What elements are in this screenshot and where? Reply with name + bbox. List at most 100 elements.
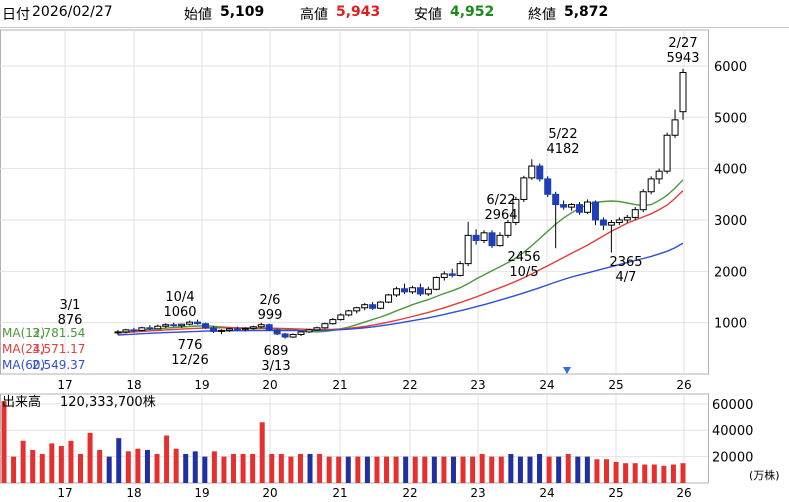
price-tick-label: 4000 [714, 163, 747, 178]
candle-up [440, 273, 448, 278]
volume-bar-up [623, 463, 629, 483]
volume-bar-up [336, 456, 342, 483]
volume-bar-up [384, 456, 390, 483]
volume-bar-up [20, 440, 26, 483]
volume-bar-down [106, 456, 112, 483]
candle-up [520, 177, 528, 200]
candle-up [178, 323, 186, 327]
candle-up [623, 216, 631, 221]
candle-up [568, 204, 576, 208]
candle-down [400, 288, 408, 293]
candle-up [313, 327, 321, 331]
volume-bar-up [632, 463, 638, 483]
volume-tick-label: 20000 [712, 451, 753, 466]
price-tick-label: 2000 [714, 265, 747, 280]
annotation-date: 6/22 [486, 193, 515, 208]
volume-bar-up [546, 456, 552, 483]
candle-up [424, 288, 432, 295]
candle-up [639, 191, 647, 211]
volume-bar-up [317, 453, 323, 483]
annotation-value: 4182 [546, 142, 579, 157]
candle-down [281, 333, 289, 338]
price-frame [0, 29, 709, 375]
volume-x-tick-label: 23 [470, 486, 485, 500]
ma60-line [117, 242, 684, 336]
candle-down [488, 232, 496, 247]
annotation-date: 3/13 [261, 359, 290, 374]
annotation-value: 999 [258, 308, 283, 323]
candle-up [249, 326, 257, 329]
candle-down [273, 329, 281, 335]
volume-bar-down [307, 453, 313, 483]
candle-up [456, 263, 464, 276]
volume-x-tick-label: 24 [539, 486, 554, 500]
candle-up [679, 72, 687, 113]
candle-up [289, 333, 297, 338]
volume-bar-down [364, 456, 370, 483]
price-x-tick-label: 19 [194, 378, 209, 392]
legend-name: MA(24) [2, 342, 45, 356]
candle-down [209, 327, 217, 332]
legend-name: MA(60) [2, 358, 45, 372]
candle-up [329, 319, 337, 325]
candle-up [305, 329, 313, 333]
candle-up [584, 201, 592, 213]
date-marker-icon [563, 367, 571, 374]
volume-bar-down [556, 456, 562, 483]
candle-up [186, 321, 194, 325]
price-annotations: 3/187610/4106077612/262/69996893/136/222… [58, 36, 700, 374]
candle-down [591, 201, 599, 221]
annotation-date: 12/26 [171, 353, 208, 368]
price-tick-label: 1000 [714, 317, 747, 332]
volume-bar-up [603, 459, 609, 483]
volume-bar-up [39, 453, 45, 483]
volume-tick-label: 40000 [712, 424, 753, 439]
date-value: 2026/02/27 [32, 4, 113, 20]
annotation-date: 2/6 [260, 293, 281, 308]
ma-legend: MA(12)3,781.54 MA(24)3,571.17 MA(60)2,549.… [2, 326, 85, 372]
price-x-tick-label: 18 [126, 378, 141, 392]
volume-bar-up [680, 463, 686, 483]
volume-bar-down [508, 453, 514, 483]
volume-bar-up [489, 456, 495, 483]
open-label: 始値 [184, 7, 212, 23]
volume-bar-up [125, 451, 131, 483]
high-label: 高値 [300, 7, 328, 23]
volume-bar-down [584, 456, 590, 483]
volume-bar-up [355, 456, 361, 483]
volume-bar-up [613, 461, 619, 483]
candlesticks [114, 68, 687, 339]
candle-down [472, 234, 480, 242]
volume-unit: (万株) [749, 468, 780, 482]
candle-down [233, 328, 241, 331]
price-tick-label: 5000 [714, 111, 747, 126]
open-value: 5,109 [220, 4, 265, 20]
price-x-tick-label: 21 [332, 378, 347, 392]
volume-bar-down [403, 456, 409, 483]
volume-bar-up [97, 450, 103, 483]
volume-x-tick-label: 21 [332, 486, 347, 500]
candle-up [122, 329, 130, 333]
volume-bar-up [250, 453, 256, 483]
candle-up [353, 307, 361, 312]
volume-bar-up [661, 465, 667, 483]
candle-down [369, 304, 377, 309]
price-x-axis: 17 18 19 20 21 22 23 24 25 26 [57, 367, 692, 392]
volume-bar-up [231, 453, 237, 483]
volume-bar-up [269, 453, 275, 483]
volume-bar-up [221, 456, 227, 483]
candle-down [130, 329, 138, 332]
candle-down [202, 323, 210, 329]
volume-x-tick-label: 17 [57, 486, 72, 500]
price-x-tick-label: 26 [676, 378, 691, 392]
candle-up [217, 329, 225, 332]
volume-x-tick-label: 25 [608, 486, 623, 500]
candle-up [321, 323, 329, 329]
annotation-value: 689 [264, 344, 289, 359]
volume-bar-down [431, 456, 437, 483]
volume-x-tick-label: 19 [194, 486, 209, 500]
volume-bar-down [116, 438, 122, 483]
volume-x-tick-label: 20 [262, 486, 277, 500]
candle-up [504, 222, 512, 236]
volume-x-tick-label: 18 [126, 486, 141, 500]
